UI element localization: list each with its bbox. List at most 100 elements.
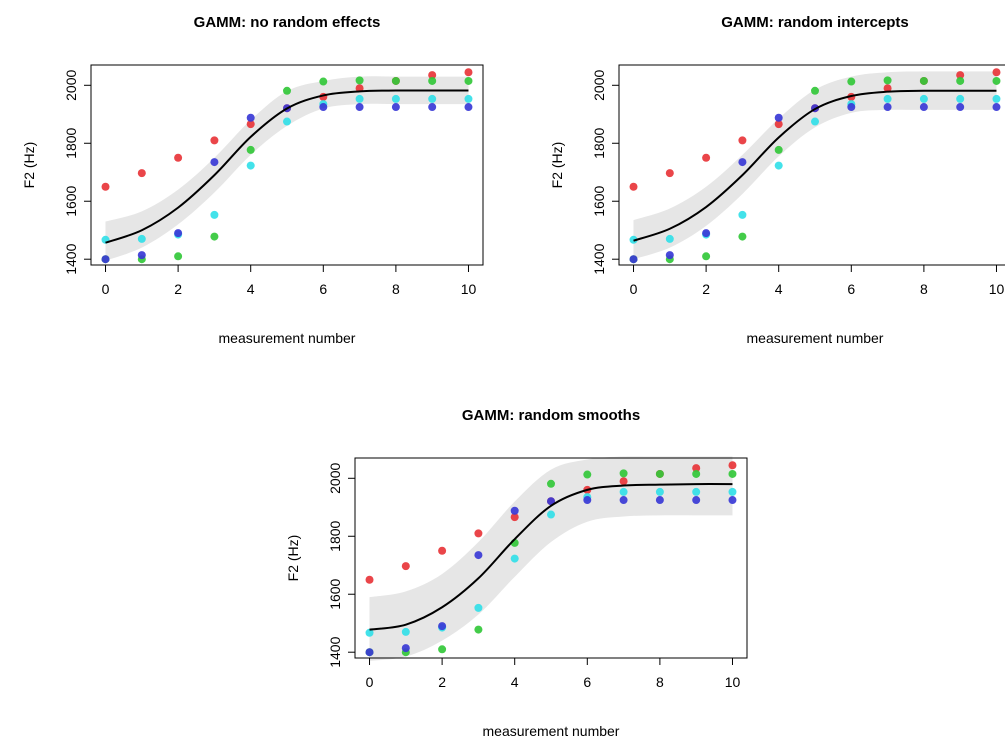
data-point: [283, 117, 291, 126]
data-point: [355, 84, 364, 93]
data-point: [728, 461, 737, 470]
data-point: [464, 103, 473, 112]
x-tick-label: 8: [656, 674, 664, 690]
data-point: [692, 487, 701, 496]
data-point: [474, 529, 483, 538]
data-point: [728, 487, 737, 496]
data-point: [510, 506, 519, 515]
data-point: [728, 469, 737, 478]
data-point: [355, 103, 364, 112]
data-point: [319, 103, 328, 112]
y-tick-label: 2000: [327, 463, 343, 494]
data-point: [438, 645, 447, 654]
y-axis: 1400 1600 1800 2000: [63, 70, 92, 275]
data-point: [702, 252, 711, 261]
data-point: [956, 71, 965, 80]
data-point: [101, 255, 110, 264]
data-point: [919, 76, 928, 85]
confidence-band: [105, 76, 469, 261]
data-point: [391, 94, 400, 103]
y-tick-label: 1800: [327, 520, 343, 551]
y-tick-label: 1400: [327, 636, 343, 667]
data-point: [137, 169, 146, 178]
data-point: [619, 477, 628, 486]
x-axis: 0 2 4 6 8 10: [366, 657, 741, 690]
data-point: [547, 479, 555, 488]
y-tick-label: 1600: [591, 185, 607, 216]
data-point: [811, 86, 819, 95]
data-point: [401, 627, 410, 636]
data-point: [210, 136, 219, 145]
x-axis-label: measurement number: [483, 723, 620, 736]
y-axis-label: F2 (Hz): [549, 142, 565, 189]
data-point: [738, 158, 747, 167]
data-point: [210, 210, 219, 219]
data-point: [474, 551, 483, 560]
data-point: [629, 182, 638, 191]
series-4: [365, 496, 737, 657]
data-point: [283, 86, 291, 95]
chart-panel: GAMM: random smooths 0 2 4 6 8 10 1400 1600 1800 2…: [285, 407, 748, 736]
data-point: [246, 145, 255, 154]
series-4: [629, 103, 1001, 264]
x-tick-label: 6: [319, 281, 327, 297]
data-point: [365, 648, 374, 657]
chart-title: GAMM: random smooths: [462, 407, 640, 424]
data-point: [464, 94, 473, 103]
data-point: [992, 76, 1001, 85]
data-point: [583, 496, 592, 505]
data-point: [883, 84, 892, 93]
confidence-band: [369, 456, 733, 661]
x-tick-label: 0: [630, 281, 638, 297]
data-point: [665, 169, 674, 178]
data-point: [665, 251, 674, 260]
data-point: [956, 94, 965, 103]
y-tick-label: 2000: [591, 70, 607, 101]
x-tick-label: 10: [725, 674, 741, 690]
data-point: [401, 644, 410, 653]
data-point: [246, 113, 255, 122]
data-point: [174, 252, 183, 261]
fit-line: [633, 89, 997, 242]
data-point: [101, 182, 110, 191]
data-point: [246, 161, 255, 170]
data-point: [883, 103, 892, 112]
data-point: [365, 575, 374, 584]
data-point: [137, 251, 146, 260]
data-point: [692, 496, 701, 505]
x-tick-label: 10: [461, 281, 477, 297]
fit-line: [105, 89, 469, 244]
data-point: [738, 136, 747, 145]
data-point: [883, 94, 892, 103]
y-axis-label: F2 (Hz): [285, 535, 301, 582]
data-point: [474, 603, 483, 612]
confidence-band: [633, 71, 997, 260]
data-point: [738, 210, 747, 219]
data-point: [355, 94, 364, 103]
data-point: [438, 546, 447, 555]
data-point: [391, 103, 400, 112]
x-tick-label: 0: [366, 674, 374, 690]
y-tick-label: 1400: [63, 243, 79, 274]
chart-title: GAMM: no random effects: [194, 14, 381, 31]
data-point: [702, 153, 711, 162]
data-point: [738, 232, 747, 241]
y-tick-label: 2000: [63, 70, 79, 101]
data-point: [774, 120, 783, 129]
series-4: [101, 103, 473, 264]
data-point: [956, 103, 965, 112]
data-point: [919, 94, 928, 103]
data-point: [774, 161, 783, 170]
x-tick-label: 4: [247, 281, 255, 297]
x-tick-label: 8: [920, 281, 928, 297]
x-tick-label: 2: [438, 674, 446, 690]
series-1: [629, 68, 1001, 191]
data-point: [629, 255, 638, 264]
y-axis-label: F2 (Hz): [21, 142, 37, 189]
data-point: [728, 496, 737, 505]
data-point: [774, 113, 783, 122]
data-point: [655, 496, 664, 505]
data-point: [365, 628, 374, 637]
x-tick-label: 6: [847, 281, 855, 297]
